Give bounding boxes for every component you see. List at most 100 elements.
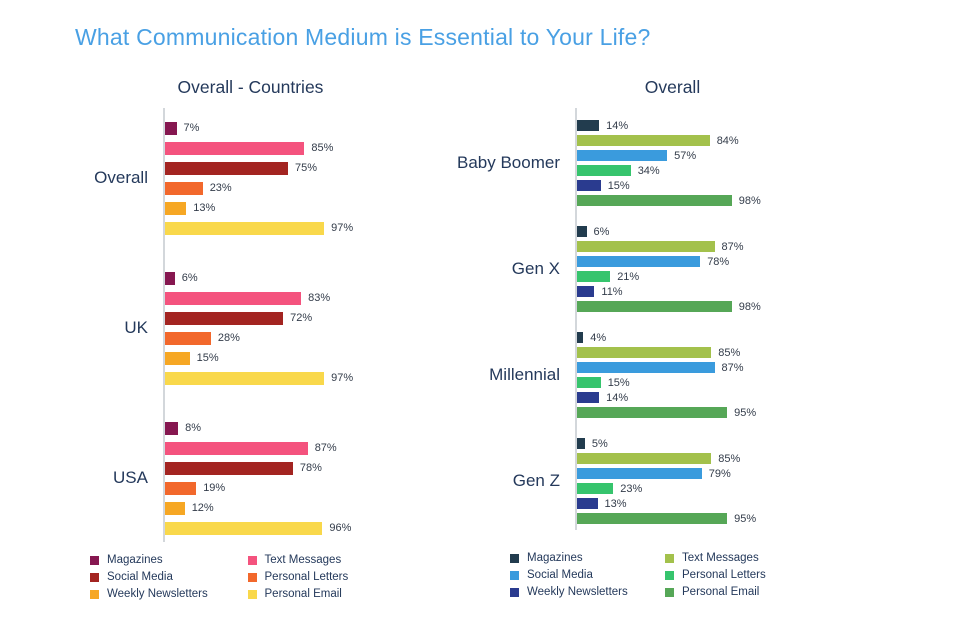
legend-label: Social Media [527, 569, 593, 581]
bar-value-label: 98% [738, 194, 761, 207]
bar-weekly-newsletters [165, 351, 190, 365]
bar-value-label: 21% [617, 270, 640, 283]
legend-label: Magazines [527, 552, 583, 564]
bar-value-label: 84% [716, 134, 739, 147]
bar-row: 87% [577, 360, 820, 375]
bar-row: 11% [577, 284, 820, 299]
bar-personal-letters [577, 377, 601, 388]
bar-value-label: 14% [606, 391, 629, 404]
bar-value-label: 72% [290, 312, 313, 324]
bar-value-label: 4% [590, 331, 607, 344]
bar-value-label: 83% [308, 292, 331, 304]
chart-title-overall: Overall [644, 77, 701, 97]
legend-item-text-messages: Text Messages [665, 552, 820, 564]
bar-row: 95% [577, 511, 820, 526]
bar-value-label: 6% [593, 225, 610, 238]
bar-row: 84% [577, 133, 820, 148]
bar-value-label: 96% [329, 522, 352, 534]
y-axis-line [575, 108, 577, 530]
bar-value-label: 34% [637, 164, 660, 177]
chart-title-countries: Overall - Countries [177, 77, 324, 97]
bar-row: 19% [165, 478, 405, 498]
legend-item-weekly-newsletters: Weekly Newsletters [510, 586, 665, 598]
bar-row: 87% [165, 438, 405, 458]
bar-value-label: 15% [607, 179, 630, 192]
chart-overall-countries: Overall - Countries Overall 7% 85% 75% 23% 13… [75, 77, 405, 600]
bar-magazines [577, 332, 584, 343]
legend-label: Personal Email [682, 586, 760, 598]
bar-magazines [577, 438, 585, 449]
bar-row: 75% [165, 158, 405, 178]
bar-personal-email [577, 301, 732, 312]
legend-item-personal-email: Personal Email [247, 588, 406, 600]
bar-value-label: 97% [331, 372, 354, 384]
legend-item-magazines: Magazines [510, 552, 665, 564]
bar-stack: 14% 84% 57% 34% 15% 98% [575, 118, 820, 208]
bar-stack: 6% 83% 72% 28% 15% 97% [163, 268, 405, 388]
bar-value-label: 85% [311, 142, 334, 154]
legend-label: Social Media [107, 571, 173, 583]
bar-text-messages [577, 135, 710, 146]
legend-item-social-media: Social Media [510, 569, 665, 581]
bar-value-label: 98% [738, 300, 761, 313]
category-label: Millennial [489, 365, 560, 384]
legend-swatch [247, 589, 257, 599]
bar-row: 79% [577, 466, 820, 481]
category-label: Overall [94, 168, 148, 187]
bar-row: 72% [165, 308, 405, 328]
legend-label: Weekly Newsletters [527, 586, 628, 598]
bar-row: 83% [165, 288, 405, 308]
bar-group-overall: Overall 7% 85% 75% 23% 13% 97% [75, 118, 405, 238]
bar-value-label: 15% [196, 352, 219, 364]
category-label: Gen Z [512, 471, 560, 490]
bar-value-label: 85% [718, 346, 741, 359]
bar-value-label: 95% [734, 406, 757, 419]
bar-row: 13% [165, 198, 405, 218]
bar-weekly-newsletters [165, 201, 187, 215]
legend-column: Text Messages Personal Letters Personal Em… [247, 554, 406, 600]
bar-row: 85% [577, 451, 820, 466]
bar-magazines [577, 226, 587, 237]
bar-text-messages [165, 291, 302, 305]
bar-row: 34% [577, 163, 820, 178]
bar-stack: 4% 85% 87% 15% 14% 95% [575, 330, 820, 420]
bar-row: 23% [577, 481, 820, 496]
bar-stack: 6% 87% 78% 21% 11% 98% [575, 224, 820, 314]
plot: Baby Boomer 14% 84% 57% 34% 15% 98% Gen X 6% 87% 7… [420, 108, 820, 530]
bar-row: 85% [577, 345, 820, 360]
bar-personal-letters [577, 483, 614, 494]
bar-personal-letters [165, 331, 211, 345]
bar-group-usa: USA 8% 87% 78% 19% 12% 96% [75, 418, 405, 538]
bar-weekly-newsletters [577, 180, 601, 191]
bar-value-label: 78% [299, 462, 322, 474]
bar-social-media [577, 468, 702, 479]
legend-item-social-media: Social Media [90, 571, 248, 583]
bar-row: 85% [165, 138, 405, 158]
legend-label: Personal Letters [682, 569, 766, 581]
bar-group-millennial: Millennial 4% 85% 87% 15% 14% 95% [420, 330, 820, 420]
bar-row: 8% [165, 418, 405, 438]
bar-row: 13% [577, 496, 820, 511]
bar-personal-email [577, 513, 728, 524]
bar-group-uk: UK 6% 83% 72% 28% 15% 97% [75, 268, 405, 388]
legend-item-personal-email: Personal Email [665, 586, 820, 598]
bar-personal-email [165, 371, 325, 385]
bar-social-media [577, 362, 715, 373]
bar-row: 23% [165, 178, 405, 198]
bar-magazines [577, 120, 600, 131]
legend-swatch [665, 587, 674, 597]
bar-magazines [165, 271, 175, 285]
bar-row: 21% [577, 269, 820, 284]
bar-value-label: 19% [203, 482, 226, 494]
bar-value-label: 87% [721, 240, 744, 253]
bar-personal-letters [165, 481, 197, 495]
legend-swatch [510, 570, 519, 580]
bar-row: 95% [577, 405, 820, 420]
bar-row: 6% [165, 268, 405, 288]
bar-value-label: 5% [591, 437, 608, 450]
bar-stack: 5% 85% 79% 23% 13% 95% [575, 436, 820, 526]
bar-row: 96% [165, 518, 405, 538]
legend: Magazines Social Media Weekly Newsletters T… [90, 554, 405, 600]
bar-value-label: 57% [674, 149, 697, 162]
bar-stack: 8% 87% 78% 19% 12% 96% [163, 418, 405, 538]
